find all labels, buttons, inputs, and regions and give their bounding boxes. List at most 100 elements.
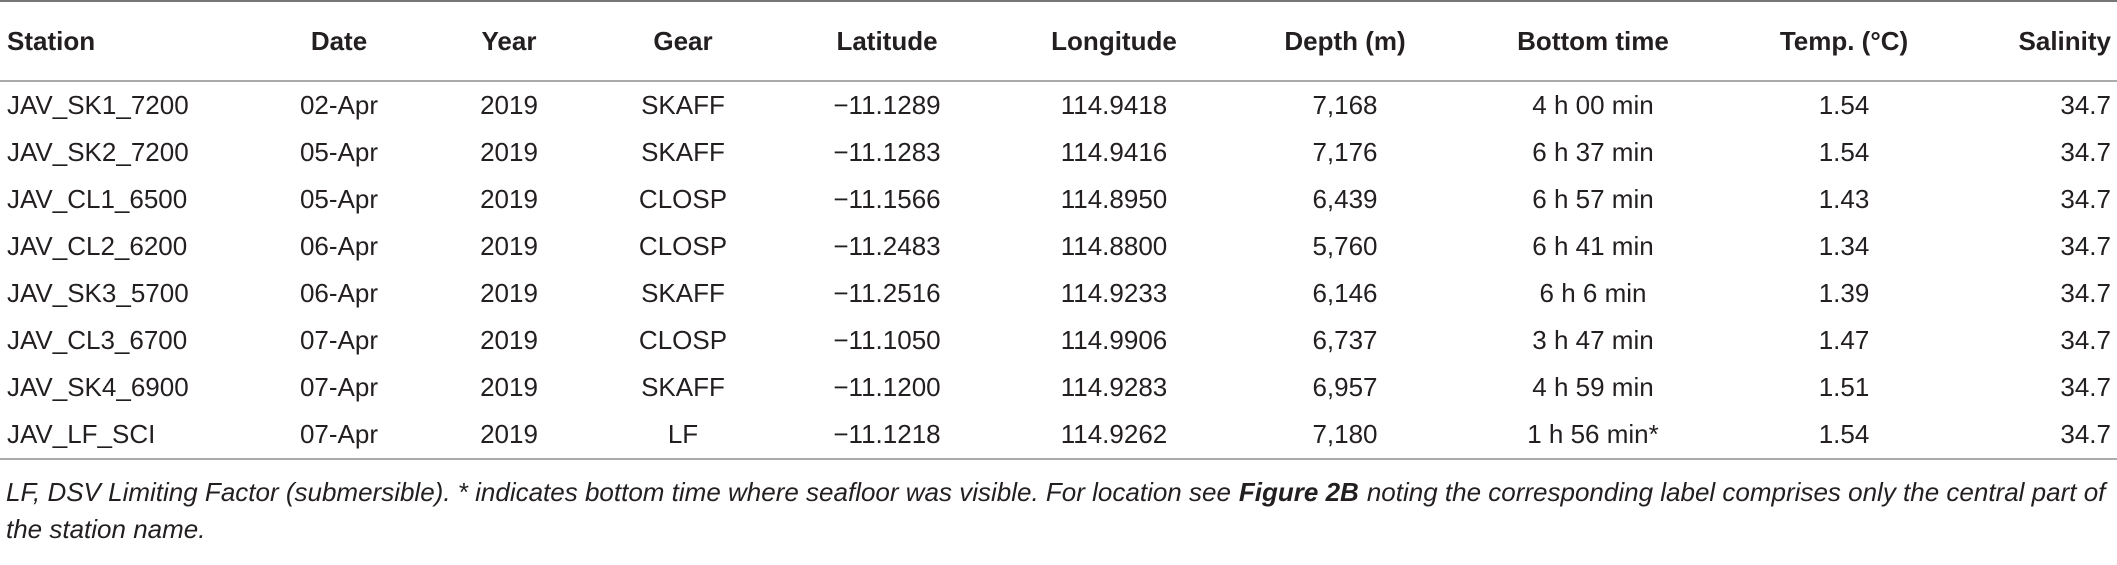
table-cell: 6,737 xyxy=(1312,325,1378,355)
table-cell: 5,760 xyxy=(1312,231,1378,261)
table-cell: 2019 xyxy=(480,325,538,355)
table-cell: 114.9283 xyxy=(1060,372,1168,402)
table-cell: JAV_SK1_7200 xyxy=(7,90,189,120)
table-cell: −11.2483 xyxy=(833,231,941,261)
table-cell: 2019 xyxy=(480,137,538,167)
column-header: Longitude xyxy=(988,0,1240,82)
table-cell: 02-Apr xyxy=(299,90,379,120)
table-cell: 1.54 xyxy=(1818,90,1870,120)
table-cell: −11.2516 xyxy=(833,278,941,308)
table-cell: 34.7 xyxy=(2060,231,2111,261)
table-cell: 114.9906 xyxy=(1060,325,1168,355)
table-row: JAV_SK2_7200 05-Apr 2019 SKAFF −11.1283 114.9… xyxy=(0,129,2117,176)
table-cell: 2019 xyxy=(480,278,538,308)
table-row: JAV_CL2_6200 06-Apr 2019 CLOSP −11.2483 114.8… xyxy=(0,223,2117,270)
table-cell: CLOSP xyxy=(638,325,728,355)
table-cell: 2019 xyxy=(480,90,538,120)
table-cell: SKAFF xyxy=(641,372,725,402)
table-cell: 05-Apr xyxy=(299,184,379,214)
table-cell: 6 h 6 min xyxy=(1539,278,1647,308)
table-cell: 34.7 xyxy=(2060,184,2111,214)
table-cell: JAV_SK3_5700 xyxy=(7,278,189,308)
column-header: Depth (m) xyxy=(1240,0,1450,82)
header-row: Station Date Year Gear Latitude Longitude Dept… xyxy=(0,0,2117,82)
column-header: Temp. (°C) xyxy=(1736,0,1952,82)
table-cell: 3 h 47 min xyxy=(1532,325,1654,355)
table-row: JAV_LF_SCI 07-Apr 2019 LF −11.1218 114.9262 7,… xyxy=(0,411,2117,460)
table-cell: 34.7 xyxy=(2060,325,2111,355)
table-cell: 7,176 xyxy=(1312,137,1378,167)
column-header: Salinity xyxy=(1952,0,2117,82)
table-cell: 114.9416 xyxy=(1060,137,1168,167)
table-cell: 7,180 xyxy=(1240,411,1450,460)
table-cell: 6 h 57 min xyxy=(1532,184,1654,214)
table-cell: 34.7 xyxy=(1952,411,2117,460)
table-cell: 07-Apr xyxy=(299,325,379,355)
table-row: JAV_SK1_7200 02-Apr 2019 SKAFF −11.1289 114.9… xyxy=(0,81,2117,129)
table-cell: 7,168 xyxy=(1312,90,1378,120)
table-cell: 06-Apr xyxy=(299,231,379,261)
table-cell: −11.1283 xyxy=(833,137,941,167)
table-cell: CLOSP xyxy=(638,184,728,214)
table-cell: 2019 xyxy=(480,184,538,214)
table-cell: 6 h 41 min xyxy=(1532,231,1654,261)
table-cell: JAV_CL2_6200 xyxy=(7,231,188,261)
table-cell: −11.1218 xyxy=(786,411,988,460)
table-cell: 6,146 xyxy=(1312,278,1378,308)
footnote: LF, DSV Limiting Factor (submersible). *… xyxy=(0,460,2117,548)
table-cell: 2019 xyxy=(438,411,580,460)
table-cell: 114.8950 xyxy=(1060,184,1168,214)
table-cell: 07-Apr xyxy=(299,372,379,402)
table-cell: 1.43 xyxy=(1818,184,1870,214)
table-cell: 06-Apr xyxy=(299,278,379,308)
table-cell: 1 h 56 min* xyxy=(1450,411,1736,460)
table-cell: 4 h 00 min xyxy=(1532,90,1654,120)
column-header: Gear xyxy=(580,0,786,82)
column-header: Latitude xyxy=(786,0,988,82)
column-header: Bottom time xyxy=(1450,0,1736,82)
table-cell: −11.1566 xyxy=(833,184,941,214)
figure-ref: Figure 2B xyxy=(1238,477,1359,507)
table-cell: 1.54 xyxy=(1736,411,1952,460)
table-cell: 07-Apr xyxy=(240,411,438,460)
table-cell: 34.7 xyxy=(2060,372,2111,402)
table-cell: 6 h 37 min xyxy=(1532,137,1654,167)
data-table: Station Date Year Gear Latitude Longitude Dept… xyxy=(0,0,2117,460)
table-cell: JAV_CL1_6500 xyxy=(7,184,188,214)
footnote-text: LF, DSV Limiting Factor (submersible). *… xyxy=(6,477,1231,507)
table-cell: 34.7 xyxy=(2060,137,2111,167)
table-cell: SKAFF xyxy=(641,137,725,167)
table-row: JAV_SK3_5700 06-Apr 2019 SKAFF −11.2516 114.9… xyxy=(0,270,2117,317)
table-row: JAV_CL1_6500 05-Apr 2019 CLOSP −11.1566 114.8… xyxy=(0,176,2117,223)
table-cell: 6,439 xyxy=(1312,184,1378,214)
table-cell: 4 h 59 min xyxy=(1532,372,1654,402)
table-cell: 114.8800 xyxy=(1060,231,1168,261)
table-row: JAV_SK4_6900 07-Apr 2019 SKAFF −11.1200 114.9… xyxy=(0,364,2117,411)
table-cell: 1.54 xyxy=(1818,137,1870,167)
table-cell: −11.1200 xyxy=(833,372,941,402)
table-cell: 1.47 xyxy=(1818,325,1870,355)
column-header: Station xyxy=(0,0,240,82)
table-row: JAV_CL3_6700 07-Apr 2019 CLOSP −11.1050 114.9… xyxy=(0,317,2117,364)
table-cell: CLOSP xyxy=(638,231,728,261)
table-cell: 1.39 xyxy=(1818,278,1870,308)
table-cell: 05-Apr xyxy=(299,137,379,167)
table-cell: 2019 xyxy=(480,372,538,402)
table-cell: 114.9418 xyxy=(1060,90,1168,120)
column-header: Year xyxy=(438,0,580,82)
table-cell: 34.7 xyxy=(2060,90,2111,120)
table-body: JAV_SK1_7200 02-Apr 2019 SKAFF −11.1289 114.9… xyxy=(0,81,2117,460)
table-cell: JAV_SK4_6900 xyxy=(7,372,189,402)
table-cell: LF xyxy=(580,411,786,460)
table-cell: 1.34 xyxy=(1818,231,1870,261)
column-header: Date xyxy=(240,0,438,82)
footnote-text: noting the corresponding label comprises… xyxy=(6,477,2106,544)
table-cell: 34.7 xyxy=(2060,278,2111,308)
table-cell: 114.9262 xyxy=(988,411,1240,460)
table-cell: JAV_SK2_7200 xyxy=(7,137,189,167)
table-cell: SKAFF xyxy=(641,278,725,308)
table-cell: JAV_CL3_6700 xyxy=(7,325,188,355)
table-cell: 114.9233 xyxy=(1060,278,1168,308)
table-cell: −11.1289 xyxy=(833,90,941,120)
